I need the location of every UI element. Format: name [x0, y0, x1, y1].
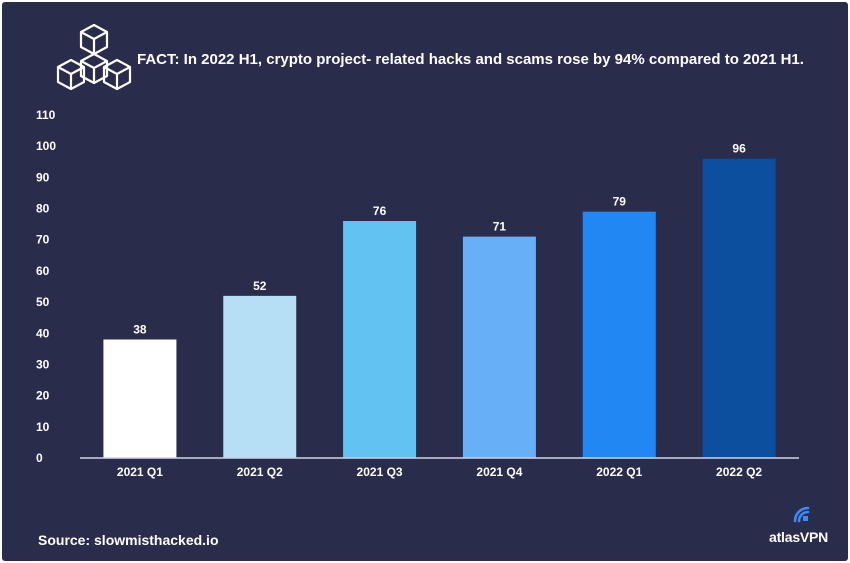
data-label: 76 [373, 204, 387, 218]
data-label: 79 [613, 195, 627, 209]
bar [462, 236, 536, 458]
y-tick-label: 30 [36, 357, 50, 371]
y-tick-label: 100 [36, 139, 56, 153]
x-tick-label: 2021 Q4 [476, 465, 522, 479]
data-label: 52 [253, 279, 267, 293]
source-note: Source: slowmisthacked.io [38, 532, 219, 548]
bar [702, 158, 776, 458]
y-tick-label: 50 [36, 295, 50, 309]
bar [103, 339, 177, 458]
bar [223, 295, 297, 458]
data-label: 71 [493, 220, 507, 234]
y-tick-label: 110 [36, 108, 56, 122]
data-label: 96 [732, 142, 746, 156]
y-tick-label: 10 [36, 420, 50, 434]
data-label: 38 [133, 323, 147, 337]
x-tick-label: 2021 Q3 [357, 465, 403, 479]
y-tick-label: 60 [36, 264, 50, 278]
bar [582, 211, 656, 458]
cubes-icon [56, 23, 132, 91]
brand-logo-text: atlasVPN [769, 529, 829, 545]
y-tick-label: 20 [36, 389, 50, 403]
x-tick-label: 2022 Q2 [716, 465, 762, 479]
bar [343, 221, 417, 458]
y-tick-label: 70 [36, 233, 50, 247]
x-tick-label: 2022 Q1 [596, 465, 642, 479]
x-tick-label: 2021 Q1 [117, 465, 163, 479]
atlas-signal-icon [793, 506, 810, 523]
x-tick-label: 2021 Q2 [237, 465, 283, 479]
y-tick-label: 40 [36, 326, 50, 340]
y-tick-label: 80 [36, 202, 50, 216]
y-tick-label: 90 [36, 170, 50, 184]
y-tick-label: 0 [36, 451, 43, 465]
chart-title: FACT: In 2022 H1, crypto project- relate… [137, 51, 804, 68]
